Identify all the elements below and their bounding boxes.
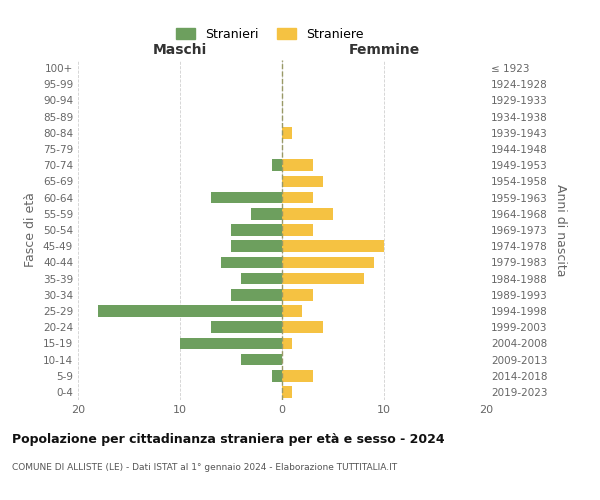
Bar [221, 256, 282, 268]
Bar [282, 160, 313, 171]
Bar [282, 224, 313, 236]
Bar [282, 289, 313, 300]
Text: Maschi: Maschi [153, 43, 207, 57]
Bar [272, 370, 282, 382]
Text: Popolazione per cittadinanza straniera per età e sesso - 2024: Popolazione per cittadinanza straniera p… [12, 432, 445, 446]
Bar [282, 370, 313, 382]
Bar [241, 354, 282, 366]
Bar [282, 322, 323, 333]
Bar [282, 240, 384, 252]
Bar [282, 305, 302, 317]
Bar [282, 272, 364, 284]
Bar [282, 208, 333, 220]
Bar [231, 224, 282, 236]
Text: Femmine: Femmine [349, 43, 419, 57]
Bar [180, 338, 282, 349]
Bar [282, 256, 374, 268]
Bar [211, 322, 282, 333]
Bar [251, 208, 282, 220]
Bar [211, 192, 282, 203]
Y-axis label: Fasce di età: Fasce di età [25, 192, 37, 268]
Y-axis label: Anni di nascita: Anni di nascita [554, 184, 567, 276]
Bar [98, 305, 282, 317]
Bar [282, 192, 313, 203]
Bar [282, 176, 323, 188]
Bar [231, 289, 282, 300]
Bar [282, 127, 292, 138]
Bar [282, 386, 292, 398]
Bar [231, 240, 282, 252]
Text: COMUNE DI ALLISTE (LE) - Dati ISTAT al 1° gennaio 2024 - Elaborazione TUTTITALIA: COMUNE DI ALLISTE (LE) - Dati ISTAT al 1… [12, 462, 397, 471]
Bar [282, 338, 292, 349]
Bar [241, 272, 282, 284]
Bar [272, 160, 282, 171]
Legend: Stranieri, Straniere: Stranieri, Straniere [170, 21, 370, 47]
